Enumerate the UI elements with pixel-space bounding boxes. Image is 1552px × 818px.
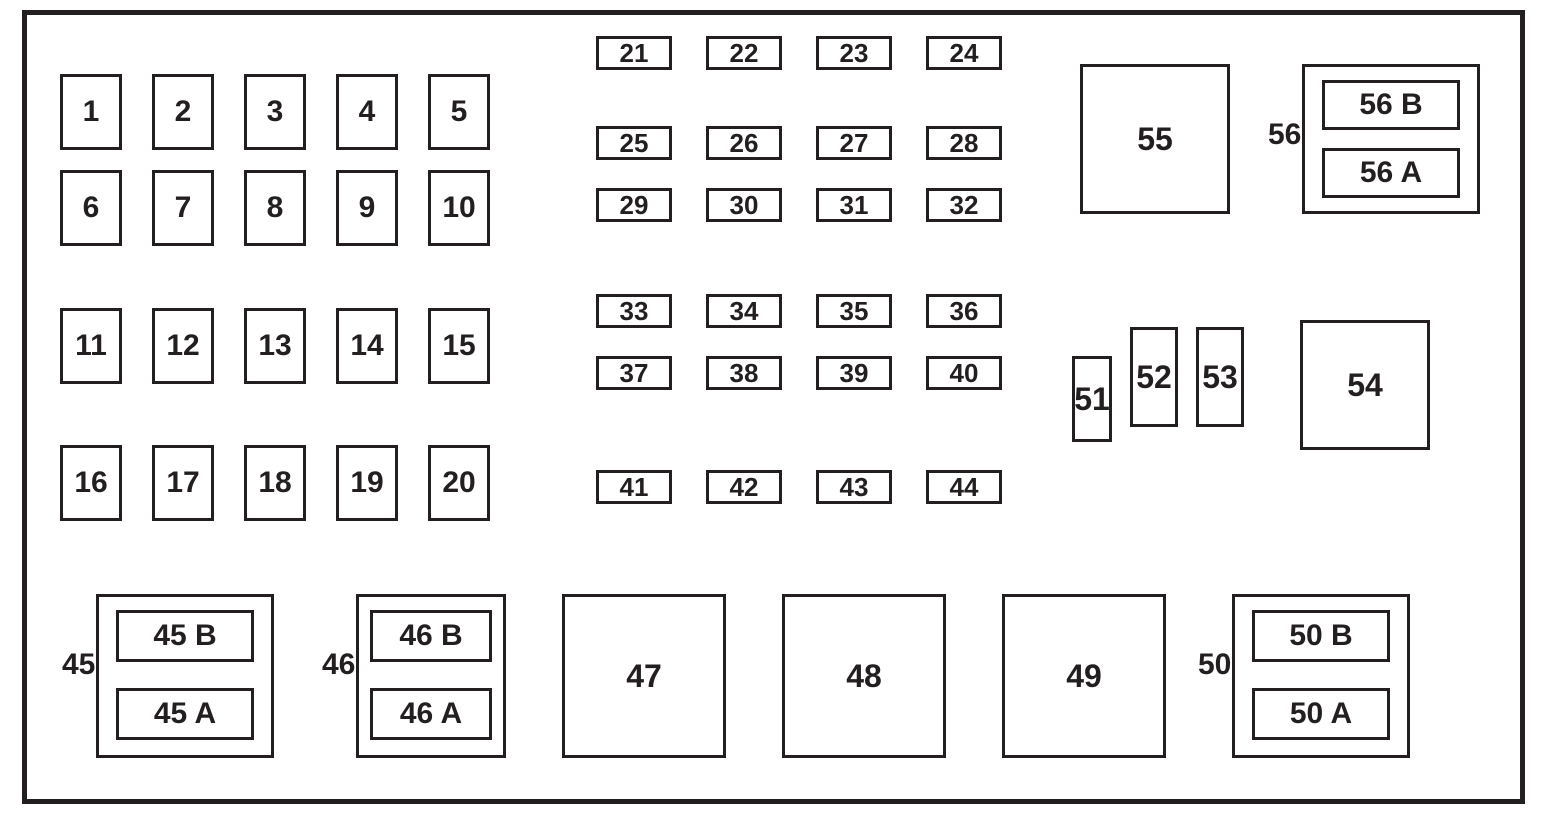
fuse-6: 6 xyxy=(60,170,122,246)
fuse-11: 11 xyxy=(60,308,122,384)
fuse-18: 18 xyxy=(244,445,306,521)
fuse-12: 12 xyxy=(152,308,214,384)
fuse-32: 32 xyxy=(926,188,1002,222)
fuse-41: 41 xyxy=(596,470,672,504)
relay-51: 51 xyxy=(1072,356,1112,442)
fuse-7: 7 xyxy=(152,170,214,246)
relay-47: 47 xyxy=(562,594,726,758)
fuse-56B: 56 B xyxy=(1322,80,1460,130)
fuse-13: 13 xyxy=(244,308,306,384)
fuse-9: 9 xyxy=(336,170,398,246)
fuse-28: 28 xyxy=(926,126,1002,160)
fuse-42: 42 xyxy=(706,470,782,504)
fuse-43: 43 xyxy=(816,470,892,504)
fuse-24: 24 xyxy=(926,36,1002,70)
fuse-2: 2 xyxy=(152,74,214,150)
relay-48: 48 xyxy=(782,594,946,758)
fuse-14: 14 xyxy=(336,308,398,384)
fuse-39: 39 xyxy=(816,356,892,390)
group-46-label: 46 xyxy=(322,648,355,682)
fuse-38: 38 xyxy=(706,356,782,390)
relay-54: 54 xyxy=(1300,320,1430,450)
fuse-21: 21 xyxy=(596,36,672,70)
fuse-45A: 45 A xyxy=(116,688,254,740)
fuse-17: 17 xyxy=(152,445,214,521)
fuse-40: 40 xyxy=(926,356,1002,390)
fuse-45B: 45 B xyxy=(116,610,254,662)
fuse-30: 30 xyxy=(706,188,782,222)
relay-49: 49 xyxy=(1002,594,1166,758)
group-45-label: 45 xyxy=(62,648,95,682)
fuse-20: 20 xyxy=(428,445,490,521)
fuse-44: 44 xyxy=(926,470,1002,504)
fuse-50A: 50 A xyxy=(1252,688,1390,740)
fuse-56A: 56 A xyxy=(1322,148,1460,198)
fuse-35: 35 xyxy=(816,294,892,328)
fuse-15: 15 xyxy=(428,308,490,384)
group-56-label: 56 xyxy=(1268,118,1301,152)
fuse-33: 33 xyxy=(596,294,672,328)
fuse-1: 1 xyxy=(60,74,122,150)
fuse-19: 19 xyxy=(336,445,398,521)
fuse-36: 36 xyxy=(926,294,1002,328)
relay-53: 53 xyxy=(1196,327,1244,427)
fuse-26: 26 xyxy=(706,126,782,160)
fuse-46B: 46 B xyxy=(370,610,492,662)
fuse-3: 3 xyxy=(244,74,306,150)
fuse-22: 22 xyxy=(706,36,782,70)
fuse-46A: 46 A xyxy=(370,688,492,740)
fuse-50B: 50 B xyxy=(1252,610,1390,662)
fuse-29: 29 xyxy=(596,188,672,222)
relay-55: 55 xyxy=(1080,64,1230,214)
fuse-23: 23 xyxy=(816,36,892,70)
fuse-10: 10 xyxy=(428,170,490,246)
fuse-25: 25 xyxy=(596,126,672,160)
fuse-16: 16 xyxy=(60,445,122,521)
fuse-31: 31 xyxy=(816,188,892,222)
fuse-8: 8 xyxy=(244,170,306,246)
fuse-5: 5 xyxy=(428,74,490,150)
fuse-37: 37 xyxy=(596,356,672,390)
fuse-34: 34 xyxy=(706,294,782,328)
fuse-4: 4 xyxy=(336,74,398,150)
relay-52: 52 xyxy=(1130,327,1178,427)
fuse-27: 27 xyxy=(816,126,892,160)
group-50-label: 50 xyxy=(1198,648,1231,682)
